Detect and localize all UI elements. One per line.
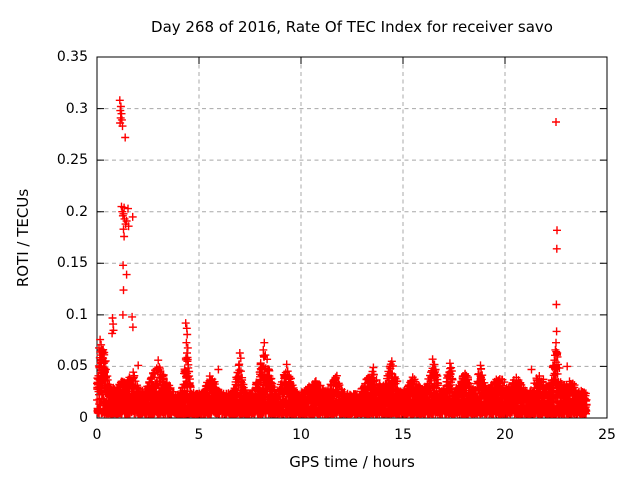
x-tick-label: 25: [598, 427, 616, 443]
x-tick-label: 15: [394, 427, 412, 443]
x-axis-label: GPS time / hours: [289, 453, 415, 471]
y-tick-label: 0.25: [56, 152, 88, 168]
y-tick-label: 0.05: [56, 358, 88, 374]
y-tick-label: 0: [79, 410, 88, 426]
y-tick-label: 0.2: [65, 204, 88, 220]
x-tick-label: 5: [194, 427, 204, 443]
y-tick-label: 0.15: [56, 255, 88, 271]
y-axis-label: ROTI / TECUs: [14, 188, 32, 288]
x-tick-label: 10: [292, 427, 310, 443]
y-tick-label: 0.1: [65, 307, 88, 323]
y-tick-label: 0.3: [65, 101, 88, 117]
x-tick-label: 20: [496, 427, 514, 443]
x-tick-label: 0: [92, 427, 102, 443]
roti-data-points: [93, 96, 591, 418]
y-tick-label: 0.35: [56, 49, 88, 65]
chart-title: Day 268 of 2016, Rate Of TEC Index for r…: [151, 18, 553, 36]
